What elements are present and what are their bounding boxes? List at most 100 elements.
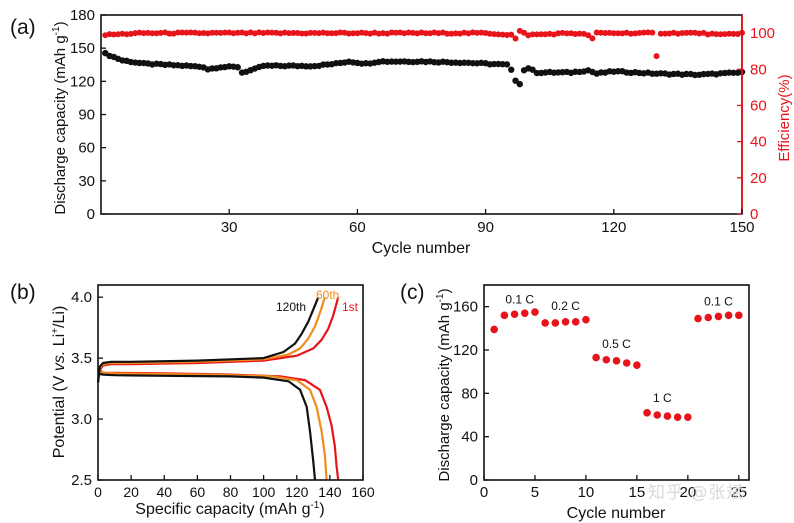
a-efficiency-point xyxy=(721,31,728,38)
a-efficiency-point xyxy=(179,29,186,36)
a-xtick-label: 150 xyxy=(729,219,754,236)
a-efficiency-point xyxy=(350,30,357,37)
c-xlabel: Cycle number xyxy=(567,505,666,522)
c-rate-point xyxy=(735,311,743,320)
a-y2tick-label: 20 xyxy=(750,170,767,187)
a-y2tick-label: 40 xyxy=(750,134,767,151)
a-efficiency-point xyxy=(213,29,220,36)
b-label-120th: 120th xyxy=(276,300,306,314)
a-efficiency-point xyxy=(644,29,651,36)
b-curves xyxy=(96,296,340,481)
a-efficiency-point xyxy=(636,29,643,36)
a-efficiency-point xyxy=(602,30,609,37)
a-efficiency-point xyxy=(221,29,228,36)
panel-b: (b) 0 20 40 60 80 100 120 140 160 2.5 3.0 3.5 4.0 12… xyxy=(10,281,375,518)
c-rate-point xyxy=(602,355,611,364)
a-efficiency-point xyxy=(145,29,152,36)
c-ylabel: Discharge capacity (mAh g-1) xyxy=(435,288,453,481)
a-efficiency-point xyxy=(264,29,271,36)
c-rate-point xyxy=(653,411,662,419)
a-efficiency-point xyxy=(572,30,579,37)
a-y2tick-label: 0 xyxy=(750,206,758,223)
b-label-1st: 1st xyxy=(342,300,359,314)
c-ytick-label: 160 xyxy=(453,299,478,316)
a-efficiency-series xyxy=(102,27,745,60)
b-curve-60th-discharge xyxy=(97,369,328,481)
a-efficiency-point xyxy=(563,30,570,37)
a-ytick-label: 120 xyxy=(70,73,95,90)
a-efficiency-point xyxy=(657,30,664,37)
a-efficiency-point xyxy=(683,29,690,36)
c-plot-frame xyxy=(483,284,750,481)
b-xtick-label: 100 xyxy=(252,484,276,500)
b-xtick-label: 160 xyxy=(351,484,375,500)
c-points xyxy=(490,308,743,421)
a-efficiency-point xyxy=(679,29,686,36)
a-efficiency-point xyxy=(187,29,194,36)
a-efficiency-point xyxy=(593,29,600,36)
c-xtick-label: 10 xyxy=(578,484,595,501)
a-efficiency-point xyxy=(486,30,493,37)
b-xtick-label: 60 xyxy=(190,484,206,500)
a-efficiency-point xyxy=(717,31,724,38)
a-efficiency-point xyxy=(533,31,540,38)
a-efficiency-point xyxy=(298,30,305,37)
a-capacity-series xyxy=(102,49,746,88)
c-rate-point xyxy=(490,325,498,334)
a-efficiency-point xyxy=(491,31,498,38)
a-efficiency-point xyxy=(615,30,622,37)
c-rate-point xyxy=(724,311,733,320)
c-rate-point xyxy=(582,315,590,324)
c-rate-point xyxy=(571,318,580,326)
b-xtick-label: 80 xyxy=(223,484,239,500)
a-efficiency-point xyxy=(521,29,528,36)
a-efficiency-point xyxy=(286,30,293,37)
a-xtick-label: 90 xyxy=(477,219,494,236)
a-efficiency-point xyxy=(174,29,181,36)
a-efficiency-point xyxy=(538,31,545,38)
a-efficiency-point xyxy=(589,35,596,42)
a-y2tick-label: 80 xyxy=(750,61,767,78)
a-efficiency-point xyxy=(529,31,536,38)
a-efficiency-point xyxy=(166,30,173,37)
c-ytick-label: 120 xyxy=(453,342,478,359)
a-efficiency-point xyxy=(345,30,352,37)
b-axes: 0 20 40 60 80 100 120 140 160 2.5 3.0 3.5 4.0 xyxy=(71,289,375,500)
b-curve-120th-charge xyxy=(96,296,320,383)
a-efficiency-point xyxy=(337,29,344,36)
a-efficiency-point xyxy=(576,30,583,37)
a-efficiency-point xyxy=(234,29,241,36)
a-efficiency-point xyxy=(209,29,216,36)
c-rate-point xyxy=(714,312,723,321)
a-xtick-label: 120 xyxy=(601,219,626,236)
c-annotations: 0.1 C 0.2 C 0.5 C 1 C 0.1 C xyxy=(505,292,733,405)
b-ytick-label: 2.5 xyxy=(71,472,92,489)
a-efficiency-point xyxy=(149,30,156,37)
c-rate-point xyxy=(704,313,713,322)
a-efficiency-point xyxy=(640,29,647,36)
c-rate-point xyxy=(541,319,549,327)
c-rate-point xyxy=(694,314,702,323)
c-rate-label: 1 C xyxy=(653,391,672,405)
a-efficiency-point xyxy=(268,29,275,36)
c-ytick-label: 80 xyxy=(461,385,478,402)
a-capacity-point xyxy=(516,80,523,88)
a-capacity-point xyxy=(512,77,519,84)
c-rate-point xyxy=(500,311,509,320)
a-ytick-label: 60 xyxy=(78,140,95,157)
a-efficiency-point xyxy=(324,30,331,37)
c-ytick-label: 40 xyxy=(461,429,478,446)
b-curve-120th-discharge xyxy=(97,371,317,481)
c-rate-point xyxy=(592,353,600,362)
b-ytick-label: 3.5 xyxy=(71,350,92,367)
a-ytick-label: 180 xyxy=(70,7,95,24)
a-efficiency-point xyxy=(474,29,481,36)
a-ytick-label: 30 xyxy=(78,173,95,190)
a-efficiency-point xyxy=(512,35,519,42)
c-xtick-label: 0 xyxy=(480,484,488,501)
c-rate-point xyxy=(551,319,560,327)
a-y2tick-label: 60 xyxy=(750,97,767,114)
c-xtick-label: 5 xyxy=(531,484,539,501)
a-efficiency-point xyxy=(217,29,224,36)
c-rate-point xyxy=(663,412,672,420)
